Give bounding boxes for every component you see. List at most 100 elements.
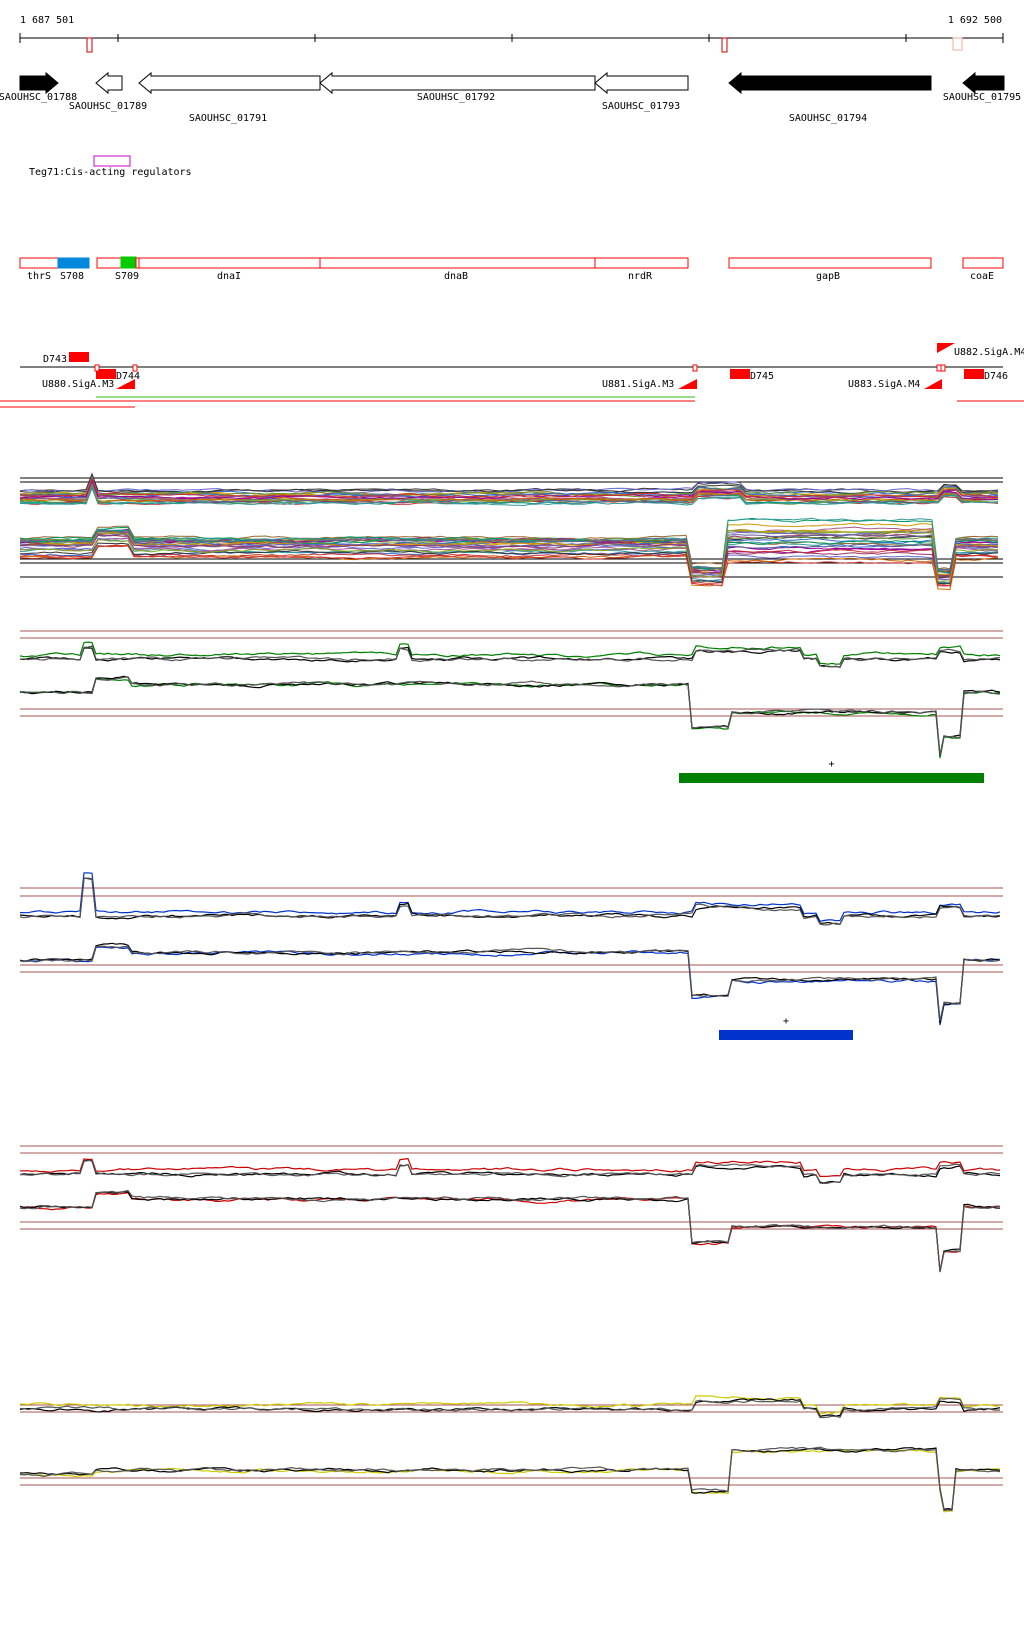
segment-dnaB[interactable] <box>319 257 596 269</box>
sample-profile-lower <box>19 537 999 581</box>
signal-track-1: + <box>19 630 1003 783</box>
sample-profile-lower <box>19 530 999 583</box>
sample-profile-upper <box>19 481 999 504</box>
gene-label: SAOUHSC_01795 <box>943 92 1021 103</box>
sample-profile-lower <box>19 545 998 587</box>
signal-profile-lower <box>19 1447 1001 1511</box>
sample-profile-lower <box>19 530 999 571</box>
feature-promoter-U881.SigA.M3[interactable] <box>678 379 697 389</box>
regulator-label: Teg71:Cis-acting regulators <box>29 167 192 178</box>
feature-label: D744 <box>116 371 140 382</box>
signal-profile-lower <box>19 1446 1001 1512</box>
segment-thrS[interactable] <box>19 257 59 269</box>
feature-tick <box>692 364 698 372</box>
signal-track-2: + <box>19 872 1003 1040</box>
feature-promoter-U882.SigA.M4[interactable] <box>937 343 955 353</box>
regulator-track: Teg71:Cis-acting regulators <box>29 155 192 178</box>
gene-label: SAOUHSC_01792 <box>417 92 495 103</box>
segment-label: S708 <box>60 271 84 282</box>
signal-profile-lower <box>19 1189 1001 1273</box>
gene-arrow-SAOUHSC_01791[interactable] <box>138 71 321 95</box>
gene-label: SAOUHSC_01789 <box>69 101 147 112</box>
coordinate-ruler: 1 687 501 1 692 500 <box>19 15 1004 53</box>
feature-label: U882.SigA.M4 <box>954 347 1024 358</box>
signal-profile-upper <box>19 877 1001 926</box>
signal-profile-upper <box>20 1159 1001 1185</box>
feature-block-D743[interactable] <box>69 352 89 362</box>
sample-profile-upper <box>19 484 999 506</box>
segment-nrdR[interactable] <box>594 257 689 269</box>
segment-gapB[interactable] <box>728 257 932 269</box>
signal-track-3 <box>19 1145 1003 1273</box>
signal-profile-lower <box>19 1191 1001 1272</box>
feature-promoter-D744[interactable] <box>116 379 135 389</box>
segment-label: dnaB <box>444 271 468 282</box>
signal-profile-lower <box>19 1192 1001 1272</box>
gene-arrow-SAOUHSC_01792[interactable] <box>319 71 596 95</box>
feature-block-D745[interactable] <box>730 369 750 379</box>
gene-label: SAOUHSC_01794 <box>789 113 867 124</box>
annotation-segment-track: thrS S708 S709 dnaI dnaB nrdR gapB coaE <box>19 256 1004 282</box>
gene-arrow-SAOUHSC_01794[interactable] <box>728 71 932 95</box>
signal-profile-lower <box>19 946 1001 1026</box>
signal-profile-upper <box>19 1395 1001 1415</box>
enriched-region-mark: + <box>828 759 834 770</box>
sample-profile-lower <box>19 526 999 579</box>
signal-profile-lower <box>19 676 1001 756</box>
sample-profile-upper <box>19 484 999 504</box>
sample-profile-lower <box>19 529 999 575</box>
segment-label: coaE <box>970 271 994 282</box>
sample-profile-upper <box>19 477 999 499</box>
sample-profile-lower <box>19 544 999 591</box>
signal-profile-upper <box>19 872 1001 922</box>
gene-arrow-SAOUHSC_01789[interactable] <box>95 71 123 95</box>
gene-arrow-SAOUHSC_01788[interactable] <box>19 71 59 95</box>
signal-track-4 <box>19 1395 1003 1513</box>
signal-profile-lower <box>19 942 1001 1024</box>
sample-profile-upper <box>19 473 999 494</box>
gene-label: SAOUHSC_01791 <box>189 113 267 124</box>
segment-S708[interactable] <box>57 257 90 269</box>
segment-S709[interactable] <box>120 256 137 269</box>
feature-label: D743 <box>43 354 67 365</box>
signal-profile-upper <box>19 1158 1001 1177</box>
segment-coaE[interactable] <box>962 257 1004 269</box>
signal-profile-lower <box>19 677 1001 759</box>
segment-label: S709 <box>115 271 139 282</box>
multi-sample-track <box>19 472 1003 591</box>
feature-block-D746[interactable] <box>964 369 984 379</box>
segment-dnaI[interactable] <box>138 257 321 269</box>
gene-arrow-SAOUHSC_01795[interactable] <box>962 71 1005 95</box>
feature-promoter-U883.SigA.M4[interactable] <box>924 379 942 389</box>
feature-tick <box>132 364 138 372</box>
feature-tick <box>940 364 946 372</box>
gene-arrow-SAOUHSC_01793[interactable] <box>594 71 689 95</box>
enriched-region-bar[interactable] <box>679 773 984 783</box>
feature-label: U883.SigA.M4 <box>848 379 920 390</box>
segment-label: nrdR <box>628 271 653 282</box>
feature-block-D744[interactable] <box>96 369 116 379</box>
signal-profile-upper <box>19 1159 1001 1184</box>
sample-profile-lower <box>19 544 999 587</box>
sample-profile-lower <box>19 535 999 585</box>
sample-profile-upper <box>19 480 999 501</box>
feature-label: D745 <box>750 371 774 382</box>
gene-label: SAOUHSC_01788 <box>0 92 77 103</box>
segment-label: thrS <box>27 271 51 282</box>
segment-label: dnaI <box>217 271 241 282</box>
segment-thrS-extension[interactable] <box>96 257 122 269</box>
sample-profile-upper <box>19 472 999 494</box>
signal-profile-upper <box>19 646 1001 668</box>
signal-profile-upper <box>19 1397 1001 1419</box>
enriched-region-bar[interactable] <box>719 1030 853 1040</box>
enriched-region-mark: + <box>783 1016 789 1027</box>
sample-profile-lower <box>19 534 999 577</box>
regulator-box[interactable] <box>93 155 131 167</box>
signal-profile-lower <box>19 1448 1001 1513</box>
signal-profile-upper <box>19 645 1001 669</box>
gene-label: SAOUHSC_01793 <box>602 101 680 112</box>
feature-label: U881.SigA.M3 <box>602 379 674 390</box>
